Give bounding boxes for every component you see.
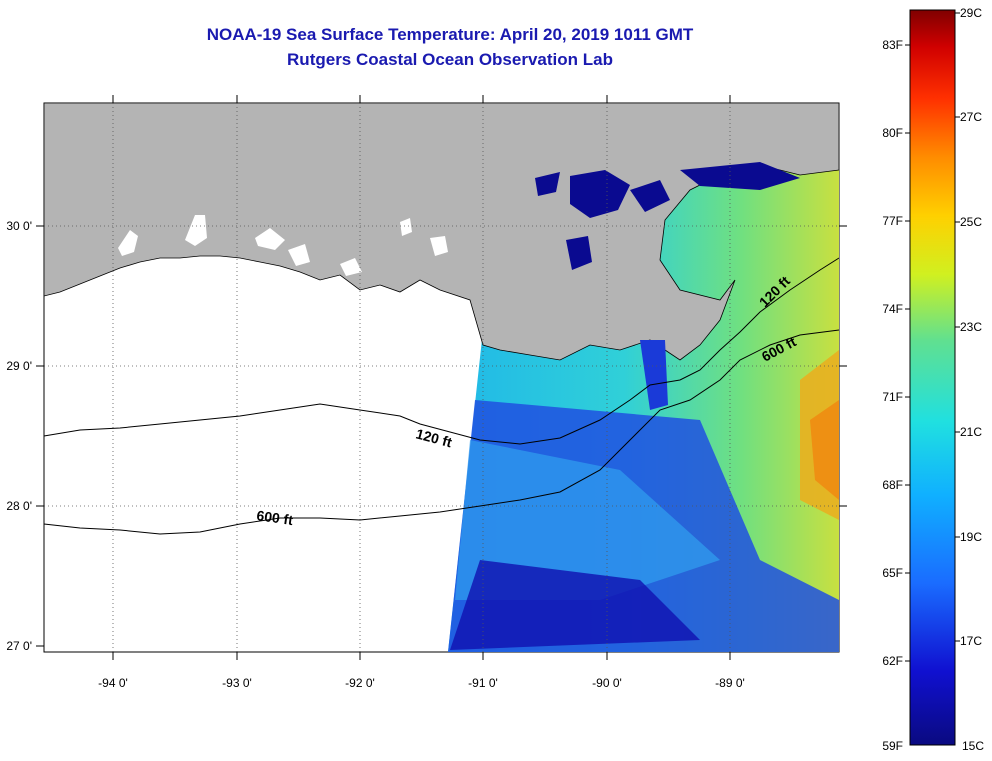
lon-label-89: -89 0' [715, 676, 745, 690]
lake-misc [340, 258, 362, 276]
colorbar-f-83: 83F [882, 38, 903, 52]
colorbar-f-65: 65F [882, 566, 903, 580]
contour-120ft [43, 257, 840, 445]
colorbar-f-59: 59F [882, 739, 903, 753]
colorbar-f-77: 77F [882, 214, 903, 228]
lon-label-94: -94 0' [98, 676, 128, 690]
colorbar-c-27: 27C [960, 110, 982, 124]
colorbar-c-25: 25C [960, 215, 982, 229]
contour-label-600ft-west: 600 ft [256, 507, 295, 528]
lake-white [255, 228, 285, 250]
colorbar-c-23: 23C [960, 320, 982, 334]
colorbar-c-17: 17C [960, 634, 982, 648]
lon-label-92: -92 0' [345, 676, 375, 690]
lake-pontchartrain [400, 218, 412, 236]
colorbar [909, 9, 956, 746]
colorbar-c-19: 19C [960, 530, 982, 544]
land-mass [44, 103, 839, 361]
colorbar-ticks [905, 12, 960, 662]
cold-coast-strip [680, 162, 800, 190]
lon-label-93: -93 0' [222, 676, 252, 690]
warm-core [810, 400, 839, 500]
colorbar-c-29: 29C [960, 6, 982, 20]
lake-salvador [430, 236, 448, 256]
cold-bay-1 [535, 172, 560, 196]
cold-bay-2 [570, 170, 630, 218]
colorbar-c-15: 15C [962, 739, 984, 753]
colorbar-f-80: 80F [882, 126, 903, 140]
cold-bay-3 [566, 236, 592, 270]
axis-ticks [36, 95, 847, 660]
lat-label-27: 27 0' [6, 639, 32, 653]
lake-west [118, 230, 138, 256]
title-line-2: Rutgers Coastal Ocean Observation Lab [287, 50, 613, 69]
title-line-1: NOAA-19 Sea Surface Temperature: April 2… [206, 25, 694, 44]
lat-label-29: 29 0' [6, 359, 32, 373]
graticule [44, 103, 839, 652]
lat-label-30: 30 0' [6, 219, 32, 233]
lon-label-90: -90 0' [592, 676, 622, 690]
lake-grand [288, 244, 310, 266]
colorbar-f-74: 74F [882, 302, 903, 316]
mixed-water-region [455, 440, 720, 600]
colorbar-c-21: 21C [960, 425, 982, 439]
cold-plume [640, 340, 668, 410]
dark-cold-patch [450, 560, 700, 650]
lat-label-28: 28 0' [6, 499, 32, 513]
cold-bay-4 [630, 180, 670, 212]
lake-calcasieu [185, 215, 207, 246]
colorbar-f-62: 62F [882, 654, 903, 668]
colorbar-f-68: 68F [882, 478, 903, 492]
colorbar-f-71: 71F [882, 390, 903, 404]
lon-label-91: -91 0' [468, 676, 498, 690]
contour-600ft [43, 329, 840, 535]
